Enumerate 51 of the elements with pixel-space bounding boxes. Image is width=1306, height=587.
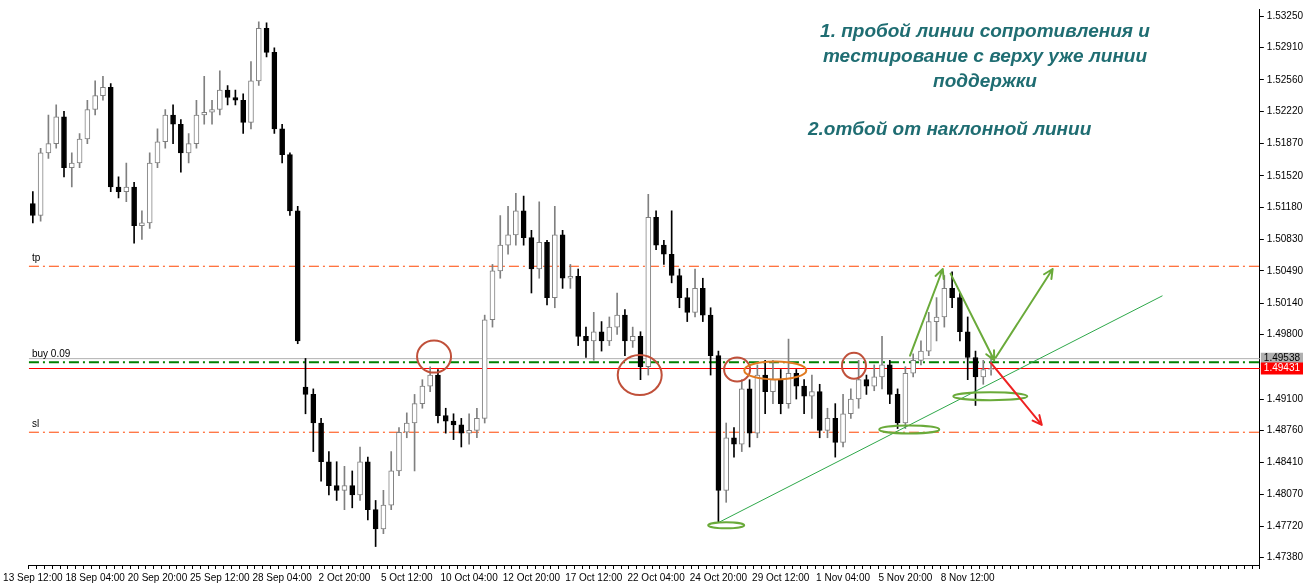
y-tick-label: 1.47720 bbox=[1266, 520, 1304, 532]
x-tick-label: 5 Nov 20:00 bbox=[878, 571, 933, 583]
candlestick bbox=[583, 326, 589, 358]
x-tick-label: 18 Sep 04:00 bbox=[65, 571, 126, 583]
candlestick bbox=[442, 407, 449, 434]
y-tick-label: 1.50140 bbox=[1266, 296, 1304, 308]
candlestick bbox=[123, 162, 130, 203]
candlestick bbox=[209, 99, 215, 125]
y-tick-label: 1.50490 bbox=[1266, 264, 1304, 276]
y-tick-label: 1.51180 bbox=[1266, 200, 1303, 212]
y-tick-label: 1.47380 bbox=[1266, 551, 1304, 563]
x-tick-label: 24 Oct 20:00 bbox=[689, 571, 748, 583]
candlestick bbox=[879, 336, 885, 390]
y-tick-label: 1.52220 bbox=[1266, 105, 1304, 117]
candlestick bbox=[590, 312, 597, 361]
y-tick-label: 1.48760 bbox=[1266, 424, 1304, 436]
ref-line-label: sl bbox=[31, 417, 40, 429]
annotation: 1. пробой линии сопротивления и тестирование с верху уже линии поддержки bbox=[819, 19, 1151, 93]
x-tick-label: 8 Nov 12:00 bbox=[940, 571, 996, 583]
y-tick-label: 1.53250 bbox=[1266, 10, 1304, 22]
x-tick-label: 10 Oct 04:00 bbox=[440, 571, 499, 583]
ref-line-label: tp bbox=[31, 252, 41, 263]
x-tick-label: 29 Oct 12:00 bbox=[752, 571, 810, 583]
x-tick-label: 17 Oct 12:00 bbox=[565, 571, 623, 583]
y-tick-label: 1.52910 bbox=[1266, 41, 1304, 53]
x-tick-label: 20 Sep 20:00 bbox=[127, 571, 188, 583]
x-tick-label: 5 Oct 12:00 bbox=[380, 571, 434, 583]
x-tick-label: 2 Oct 20:00 bbox=[318, 571, 371, 583]
y-tick-label: 1.51870 bbox=[1266, 137, 1304, 149]
candlestick bbox=[809, 374, 815, 419]
y-tick-label: 1.51520 bbox=[1266, 169, 1304, 181]
y-tick-label: 1.50830 bbox=[1266, 233, 1304, 245]
ref-line-label: 1.49431 bbox=[1263, 362, 1301, 374]
ref-line-label: buy 0.09 bbox=[31, 347, 71, 359]
candlestick bbox=[333, 461, 340, 501]
annotation: 2.отбой от наклонной линии bbox=[808, 117, 1093, 141]
x-tick-label: 1 Nov 04:00 bbox=[816, 571, 871, 583]
candlestick bbox=[505, 205, 511, 255]
y-tick-label: 1.49800 bbox=[1266, 328, 1304, 340]
x-tick-label: 28 Sep 04:00 bbox=[252, 571, 313, 583]
y-tick-label: 1.48070 bbox=[1266, 487, 1304, 499]
candlestick bbox=[68, 152, 75, 188]
x-tick-label: 13 Sep 12:00 bbox=[3, 571, 64, 583]
candlestick bbox=[629, 326, 636, 348]
x-tick-label: 22 Oct 04:00 bbox=[627, 571, 686, 583]
x-tick-label: 25 Sep 12:00 bbox=[190, 571, 250, 583]
y-tick-label: 1.49100 bbox=[1266, 392, 1304, 404]
x-tick-label: 12 Oct 20:00 bbox=[502, 571, 561, 583]
y-tick-label: 1.52560 bbox=[1266, 73, 1304, 85]
y-tick-label: 1.48410 bbox=[1266, 456, 1304, 468]
ref-line-label: 1.49538 bbox=[1263, 352, 1301, 364]
